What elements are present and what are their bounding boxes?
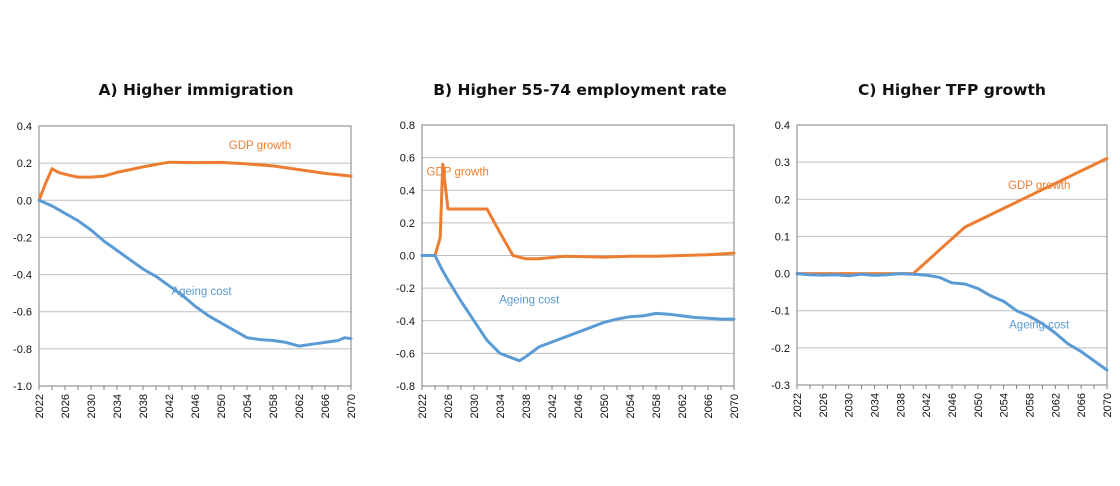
- x-tick-label: 2050: [599, 394, 611, 418]
- x-tick-label: 2026: [60, 394, 72, 418]
- gdp-growth-line: [795, 156, 1109, 276]
- y-tick-label: 0.1: [775, 231, 790, 243]
- x-tick-label: 2066: [320, 394, 332, 418]
- y-tick-label: -0.8: [13, 344, 32, 356]
- ageing-cost-label: Ageing cost: [171, 286, 232, 298]
- panel-c: C) Higher TFP growth 0.4 0.3 0.2 0.1 0.0 -0.1 -…: [771, 81, 1114, 417]
- y-tick-label: 0.2: [17, 158, 32, 170]
- y-tick-label: -1.0: [13, 381, 32, 393]
- gdp-growth-label: GDP growth: [1008, 180, 1070, 192]
- y-tick-label: 0.3: [775, 157, 790, 169]
- gdp-growth-label: GDP growth: [229, 140, 291, 152]
- x-tick-label: 2062: [1050, 393, 1062, 417]
- x-tick-label: 2062: [294, 394, 306, 418]
- x-tick-label: 2066: [703, 394, 715, 418]
- y-tick-label: -0.4: [13, 270, 32, 282]
- x-tick-label: 2070: [346, 394, 358, 418]
- x-tick-label: 2070: [729, 394, 741, 418]
- x-tick-label: 2046: [947, 393, 959, 417]
- y-tick-label: -0.3: [771, 380, 790, 392]
- x-tick-label: 2042: [921, 393, 933, 417]
- y-tick-label: -0.6: [13, 307, 32, 319]
- y-tick-label: -0.6: [396, 348, 415, 360]
- x-tick-label: 2038: [138, 394, 150, 418]
- x-tick-label: 2070: [1102, 393, 1114, 417]
- x-tick-label: 2034: [112, 394, 124, 418]
- y-tick-label: 0.4: [775, 120, 790, 132]
- x-tick-label: 2046: [573, 394, 585, 418]
- x-tick-label: 2030: [86, 394, 98, 418]
- x-tick-label: 2054: [999, 393, 1011, 417]
- y-tick-label: 0.2: [400, 218, 415, 230]
- chart-title: A) Higher immigration: [99, 81, 294, 99]
- x-tick-label: 2058: [1025, 393, 1037, 417]
- y-tick-label: -0.8: [396, 381, 415, 393]
- y-tick-label: -0.2: [396, 283, 415, 295]
- x-tick-label: 2026: [818, 393, 830, 417]
- y-tick-label: 0.0: [17, 195, 32, 207]
- ageing-cost-line: [37, 198, 353, 348]
- ageing-cost-line: [420, 254, 736, 363]
- gdp-growth-line: [37, 160, 353, 202]
- x-tick-label: 2022: [792, 393, 804, 417]
- x-tick-label: 2042: [164, 394, 176, 418]
- y-tick-label: 0.6: [400, 153, 415, 165]
- y-tick-label: 0.0: [775, 269, 790, 281]
- y-tick-label: -0.1: [771, 306, 790, 318]
- ageing-cost-line: [795, 272, 1109, 372]
- x-tick-label: 2050: [973, 393, 985, 417]
- x-tick-label: 2038: [895, 393, 907, 417]
- y-tick-label: -0.2: [13, 232, 32, 244]
- y-tick-label: 0.4: [17, 121, 32, 133]
- x-tick-label: 2058: [268, 394, 280, 418]
- gdp-growth-label: GDP growth: [427, 167, 489, 179]
- chart-title: B) Higher 55-74 employment rate: [433, 81, 727, 99]
- panel-a: A) Higher immigration 0.4 0.2 0.0 -0.2 -0.4 -0…: [13, 81, 358, 418]
- y-tick-label: -0.4: [396, 316, 415, 328]
- x-tick-label: 2054: [242, 394, 254, 418]
- x-tick-label: 2050: [216, 394, 228, 418]
- y-tick-label: -0.2: [771, 343, 790, 355]
- x-tick-label: 2026: [443, 394, 455, 418]
- y-tick-label: 0.4: [400, 185, 415, 197]
- y-tick-label: 0.0: [400, 251, 415, 263]
- x-tick-label: 2038: [521, 394, 533, 418]
- plot-frame: [796, 124, 1108, 386]
- x-tick-label: 2022: [417, 394, 429, 418]
- y-tick-label: 0.2: [775, 194, 790, 206]
- x-tick-label: 2030: [844, 393, 856, 417]
- x-tick-label: 2030: [469, 394, 481, 418]
- ageing-cost-label: Ageing cost: [499, 295, 560, 307]
- x-tick-label: 2054: [625, 394, 637, 418]
- chart-title: C) Higher TFP growth: [858, 81, 1046, 99]
- plot-frame: [38, 125, 352, 387]
- x-tick-label: 2034: [870, 393, 882, 417]
- x-tick-label: 2046: [190, 394, 202, 418]
- x-tick-label: 2022: [34, 394, 46, 418]
- x-tick-label: 2058: [651, 394, 663, 418]
- x-tick-label: 2066: [1076, 393, 1088, 417]
- gdp-growth-line: [420, 162, 736, 261]
- ageing-cost-label: Ageing cost: [1009, 320, 1070, 332]
- x-tick-label: 2042: [547, 394, 559, 418]
- x-tick-label: 2034: [495, 394, 507, 418]
- x-tick-label: 2062: [677, 394, 689, 418]
- panel-b: B) Higher 55-74 employment rate 0.8 0.6 0.4…: [396, 81, 741, 418]
- y-tick-label: 0.8: [400, 120, 415, 132]
